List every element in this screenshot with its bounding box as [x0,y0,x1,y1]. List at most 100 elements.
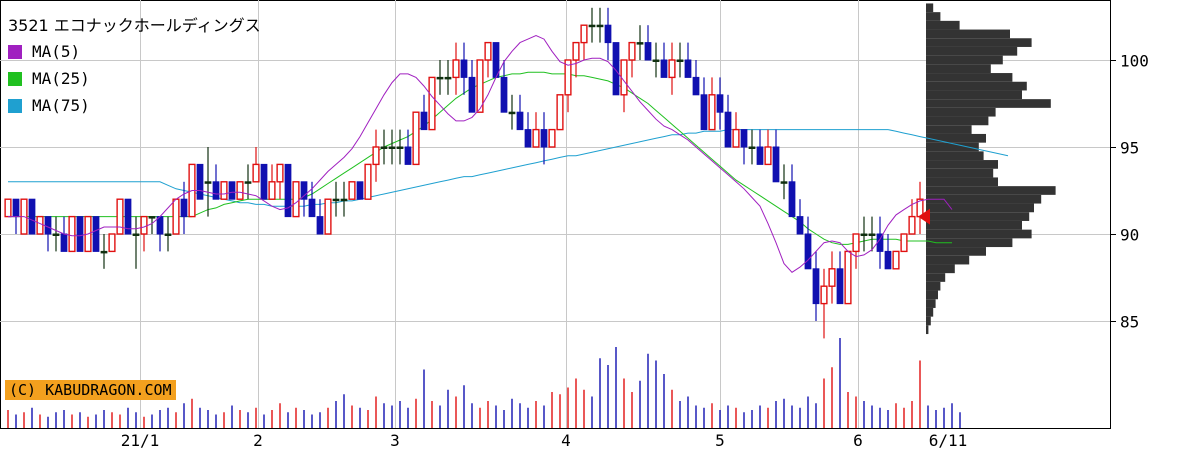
candle-body-50 [404,146,412,165]
candle-body-54 [436,76,444,80]
y-tick-label-90: 90 [1120,226,1139,245]
volume-profile-bar-6 [926,55,1003,65]
candle-body-80 [644,42,652,61]
legend-item-ma25: MA(25) [8,65,261,92]
candle-body-61 [492,42,500,78]
candle-body-79 [636,42,644,45]
candle-body-17 [140,215,148,235]
chart-legend: 3521 エコナックホールディングス MA(5) MA(25) MA(75) [8,12,261,119]
candle-body-113 [908,215,916,235]
volume-profile-bar-37 [926,325,929,335]
legend-swatch-ma5 [8,44,22,59]
candle-body-35 [284,163,292,218]
candle-body-66 [532,128,540,148]
candle-body-77 [620,59,628,96]
candle-body-11 [92,216,100,252]
candle-body-15 [124,198,132,235]
candle-body-49 [396,146,404,149]
volume-profile-bar-27 [926,238,1013,248]
candle-body-62 [500,76,508,113]
candle-body-90 [724,111,732,148]
candle-body-44 [356,181,364,200]
volume-profile-bar-4 [926,38,1032,47]
candle-body-86 [692,76,700,96]
candle-body-98 [788,181,796,218]
candle-body-28 [228,181,236,200]
candle-body-85 [684,59,692,78]
candle-body-4 [36,215,44,235]
x-tick-label-5: 6 [853,431,863,450]
candle-body-107 [860,233,868,236]
legend-label-ma5: MA(5) [32,42,81,61]
candle-body-75 [604,24,612,44]
volume-profile-bar-25 [926,220,1022,230]
candle-body-87 [700,94,708,131]
y-tick-label-100: 100 [1120,52,1149,71]
copyright-label: (C) KABUDRAGON.COM [5,380,176,400]
candle-body-110 [884,250,892,270]
volume-profile-bar-2 [926,20,960,30]
candle-body-89 [716,94,724,113]
volume-profile-bar-5 [926,46,1018,56]
candle-body-3 [28,198,36,235]
candle-body-33 [268,181,276,200]
candle-body-58 [468,76,476,113]
ma75-line [8,129,1009,207]
candle-body-101 [812,268,820,305]
volume-profile-bar-31 [926,273,946,282]
candle-body-36 [292,181,300,218]
last-price-marker [918,208,930,225]
candle-body-34 [276,163,284,183]
candle-body-59 [476,59,484,113]
x-tick-label-6: 6/11 [929,431,968,450]
candle-body-94 [756,146,764,165]
candle-body-12 [100,250,108,254]
volume-profile-bar-20 [926,177,998,187]
candle-body-105 [844,250,852,305]
candle-body-72 [580,24,588,44]
volume-profile-bar-16 [926,142,979,152]
candle-body-31 [252,163,260,183]
candle-body-19 [156,216,164,235]
candle-body-37 [300,181,308,200]
candle-body-13 [108,233,116,253]
candle-body-88 [708,94,716,131]
candle-body-57 [460,59,468,78]
candle-body-102 [820,285,828,305]
candle-body-43 [348,181,356,200]
candle-body-91 [732,128,740,148]
candle-body-52 [420,111,428,131]
x-tick-label-4: 5 [715,431,725,450]
candle-body-56 [452,59,460,79]
legend-label-ma75: MA(75) [32,96,90,115]
volume-profile-bar-9 [926,81,1027,91]
candle-body-67 [540,129,548,148]
ma5-line [8,35,953,273]
candle-body-65 [524,129,532,148]
candle-body-48 [388,146,396,149]
volume-profile-bar-15 [926,133,986,143]
candle-body-68 [548,128,556,148]
volume-profile-bar-22 [926,194,1042,204]
volume-profile-bar-23 [926,203,1034,213]
x-tick-label-2: 3 [390,431,400,450]
legend-item-ma5: MA(5) [8,38,261,65]
volume-profile-bar-29 [926,255,970,265]
x-tick-label-3: 4 [561,431,571,450]
candle-body-53 [428,76,436,131]
candle-body-108 [868,233,876,236]
candle-body-84 [676,59,684,62]
candle-body-14 [116,198,124,235]
volume-profile-bar-30 [926,264,955,274]
candle-body-16 [132,233,140,236]
volume-profile-bar-19 [926,168,994,178]
volume-profile-bar-33 [926,290,938,300]
plot-frame [0,0,1111,429]
volume-profile-bar-3 [926,29,1010,39]
candle-body-74 [596,24,604,28]
volume-profile-bar-13 [926,116,989,126]
volume-profile-bar-28 [926,247,986,256]
candle-body-64 [516,111,524,131]
